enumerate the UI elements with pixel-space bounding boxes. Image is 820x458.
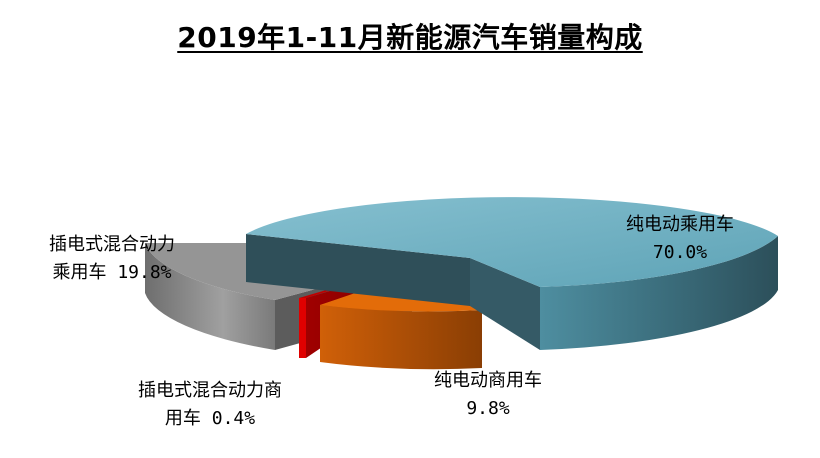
- slice-bev-passenger: [246, 197, 778, 350]
- slice-bev-passenger-top: [246, 197, 778, 287]
- label-phev-commercial: 插电式混合动力商 用车 0.4%: [110, 377, 310, 433]
- label-bev-commercial-percent: 9.8%: [466, 398, 510, 419]
- slice-bev-passenger-side: [540, 236, 778, 350]
- slice-bev-passenger-cut-right: [470, 258, 540, 350]
- label-bev-passenger-name: 纯电动乘用车: [626, 214, 734, 235]
- label-bev-commercial: 纯电动商用车 9.8%: [408, 367, 568, 423]
- label-bev-commercial-name: 纯电动商用车: [434, 370, 542, 391]
- chart-title: 2019年1-11月新能源汽车销量构成: [177, 21, 643, 54]
- label-phev-passenger-percent: 乘用车 19.8%: [52, 262, 172, 283]
- label-phev-passenger-name: 插电式混合动力: [49, 234, 175, 255]
- slice-phev-commercial-side: [299, 298, 306, 358]
- label-phev-commercial-percent: 用车 0.4%: [164, 408, 256, 429]
- label-phev-passenger: 插电式混合动力 乘用车 19.8%: [22, 231, 202, 287]
- slice-phev-passenger-side: [145, 243, 275, 350]
- label-phev-commercial-name: 插电式混合动力商: [138, 380, 282, 401]
- slice-bev-commercial-side: [320, 305, 482, 370]
- label-bev-passenger: 纯电动乘用车 70.0%: [600, 211, 760, 267]
- label-bev-passenger-percent: 70.0%: [652, 242, 708, 263]
